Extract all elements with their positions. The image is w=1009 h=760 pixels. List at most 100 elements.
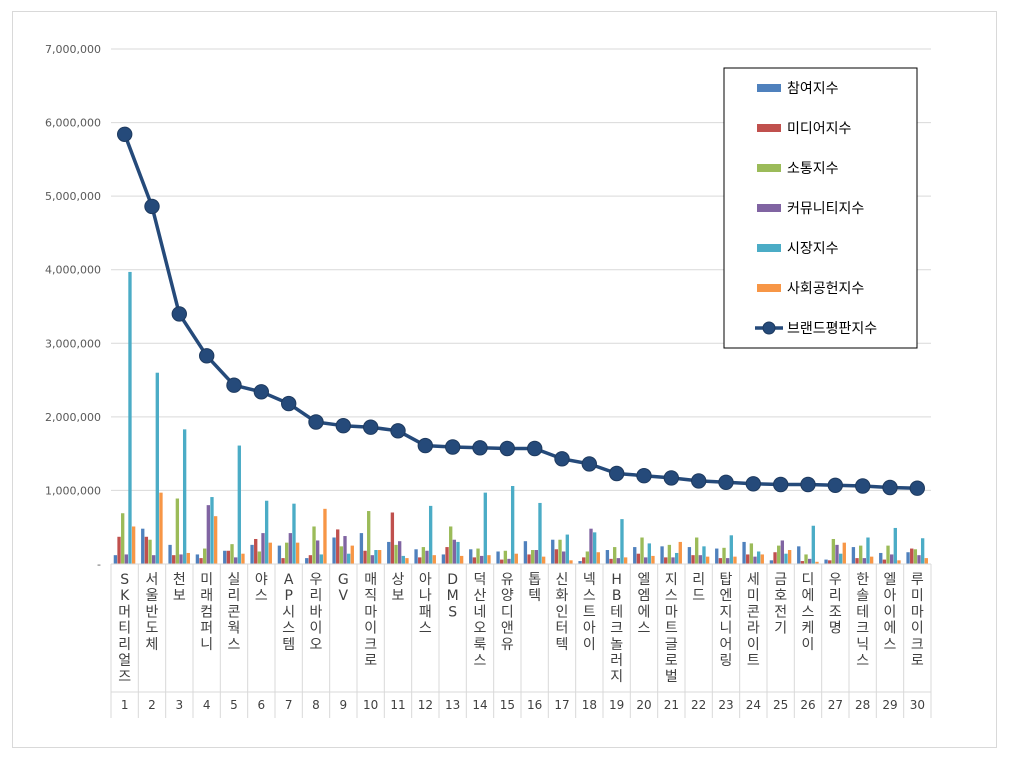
bar-커뮤니티지수: [835, 544, 839, 564]
rank-label: 22: [691, 698, 706, 712]
bar-사회공헌지수: [815, 561, 819, 564]
bar-소통지수: [257, 551, 262, 564]
bar-소통지수: [230, 544, 234, 564]
bar-시장지수: [128, 271, 132, 564]
bar-시장지수: [811, 525, 815, 564]
bar-시장지수: [538, 502, 542, 564]
bar-참여지수: [441, 554, 446, 564]
bar-시장지수: [510, 486, 515, 564]
rank-label: 25: [773, 698, 788, 712]
bar-미디어지수: [882, 559, 887, 564]
point-브랜드평판지수: [882, 479, 898, 496]
point-브랜드평판지수: [253, 384, 270, 400]
bar-소통지수: [203, 548, 207, 564]
bar-커뮤니티지수: [616, 558, 621, 564]
bar-참여지수: [332, 537, 336, 564]
bar-시장지수: [893, 527, 897, 564]
bar-시장지수: [838, 553, 843, 564]
bar-참여지수: [906, 552, 910, 564]
bar-시장지수: [210, 497, 214, 564]
bar-사회공헌지수: [541, 556, 546, 564]
bar-사회공헌지수: [487, 555, 491, 564]
bar-사회공헌지수: [514, 553, 518, 564]
rank-label: 8: [312, 698, 320, 712]
bar-커뮤니티지수: [480, 555, 484, 564]
rank-label: 4: [203, 698, 211, 712]
rank-label: 7: [285, 698, 293, 712]
bar-사회공헌지수: [186, 552, 190, 564]
bar-소통지수: [777, 545, 781, 564]
bar-커뮤니티지수: [152, 555, 156, 564]
legend-label: 사회공헌지수: [787, 281, 864, 297]
bar-커뮤니티지수: [398, 541, 402, 564]
bar-사회공헌지수: [159, 492, 163, 564]
bar-미디어지수: [636, 553, 641, 564]
bar-참여지수: [660, 546, 664, 564]
rank-label: 18: [582, 698, 597, 712]
bar-사회공헌지수: [678, 541, 682, 564]
bar-커뮤니티지수: [234, 557, 238, 564]
bar-사회공헌지수: [705, 556, 710, 564]
rank-label: 29: [882, 698, 897, 712]
bar-사회공헌지수: [733, 556, 737, 564]
rank-label: 15: [500, 698, 515, 712]
rank-label: 5: [230, 698, 238, 712]
bar-참여지수: [387, 541, 391, 564]
point-브랜드평판지수: [390, 423, 406, 439]
bar-미디어지수: [363, 550, 367, 564]
y-axis-ticks: - 1,000,000 2,000,000 3,000,000 4,000,000 5,0…: [45, 43, 101, 571]
bar-소통지수: [613, 547, 617, 564]
bar-커뮤니티지수: [726, 558, 730, 564]
bar-커뮤니티지수: [753, 556, 757, 564]
bar-참여지수: [359, 533, 364, 564]
bar-사회공헌지수: [924, 558, 928, 564]
bar-사회공헌지수: [213, 516, 218, 564]
legend-swatch: [757, 84, 781, 92]
bar-사회공헌지수: [842, 542, 846, 564]
bar-참여지수: [633, 547, 637, 564]
bar-참여지수: [715, 548, 719, 564]
point-브랜드평판지수: [827, 477, 843, 493]
y-tick-label: 6,000,000: [45, 117, 101, 130]
bar-커뮤니티지수: [343, 536, 347, 564]
bar-사회공헌지수: [377, 550, 382, 564]
bar-참여지수: [523, 541, 528, 564]
bar-미디어지수: [254, 538, 258, 564]
legend-swatch: [757, 284, 781, 292]
bar-미디어지수: [800, 561, 805, 564]
grid-layer: [111, 48, 931, 491]
point-브랜드평판지수: [281, 395, 297, 412]
rank-label: 27: [828, 698, 843, 712]
point-브랜드평판지수: [609, 465, 625, 482]
bar-커뮤니티지수: [917, 555, 921, 564]
bar-커뮤니티지수: [179, 554, 183, 564]
bar-소통지수: [558, 539, 562, 564]
bar-커뮤니티지수: [780, 540, 785, 564]
bar-시장지수: [756, 551, 761, 564]
point-브랜드평판지수: [909, 480, 925, 496]
bar-사회공헌지수: [268, 542, 272, 564]
bar-시장지수: [920, 538, 925, 564]
point-브랜드평판지수: [663, 470, 679, 486]
legend-label: 시장지수: [787, 241, 839, 257]
bar-시장지수: [155, 372, 159, 564]
bar-커뮤니티지수: [671, 557, 675, 564]
bar-커뮤니티지수: [261, 533, 265, 564]
bar-미디어지수: [746, 554, 750, 564]
point-브랜드평판지수: [855, 478, 871, 494]
point-브랜드평판지수: [445, 439, 461, 455]
bar-미디어지수: [527, 554, 531, 564]
bar-시장지수: [620, 519, 624, 564]
legend-label: 참여지수: [787, 81, 839, 97]
rank-label: 23: [718, 698, 733, 712]
